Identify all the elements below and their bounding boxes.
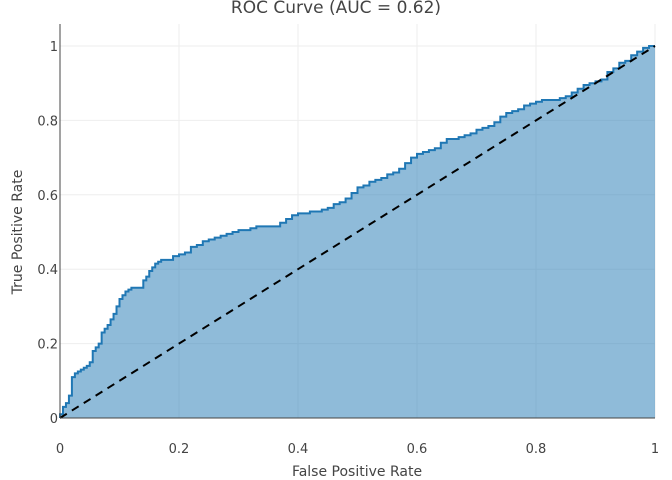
x-tick-label: 0.8 xyxy=(526,442,547,457)
y-tick-label: 0.6 xyxy=(37,189,58,204)
y-axis-ticks: 0 0.2 0.4 0.6 0.8 1 xyxy=(37,40,58,427)
y-tick-label: 1 xyxy=(50,40,58,55)
chance-diagonal-line xyxy=(59,45,656,419)
y-tick-label: 0 xyxy=(50,412,58,427)
x-axis-label: False Positive Rate xyxy=(292,464,422,480)
x-tick-label: 0.6 xyxy=(407,442,428,457)
y-tick-label: 0.8 xyxy=(37,114,58,129)
y-axis-label: True Positive Rate xyxy=(10,170,26,296)
x-tick-label: 0 xyxy=(56,442,64,457)
x-tick-label: 1 xyxy=(651,442,659,457)
chart-title: ROC Curve (AUC = 0.62) xyxy=(231,0,441,18)
y-tick-label: 0.2 xyxy=(37,338,58,353)
roc-curve-line xyxy=(59,45,655,418)
x-tick-label: 0.4 xyxy=(288,442,309,457)
x-tick-label: 0.2 xyxy=(169,442,190,457)
y-tick-label: 0.4 xyxy=(37,263,58,278)
x-axis-ticks: 0 0.2 0.4 0.6 0.8 1 xyxy=(56,442,659,457)
